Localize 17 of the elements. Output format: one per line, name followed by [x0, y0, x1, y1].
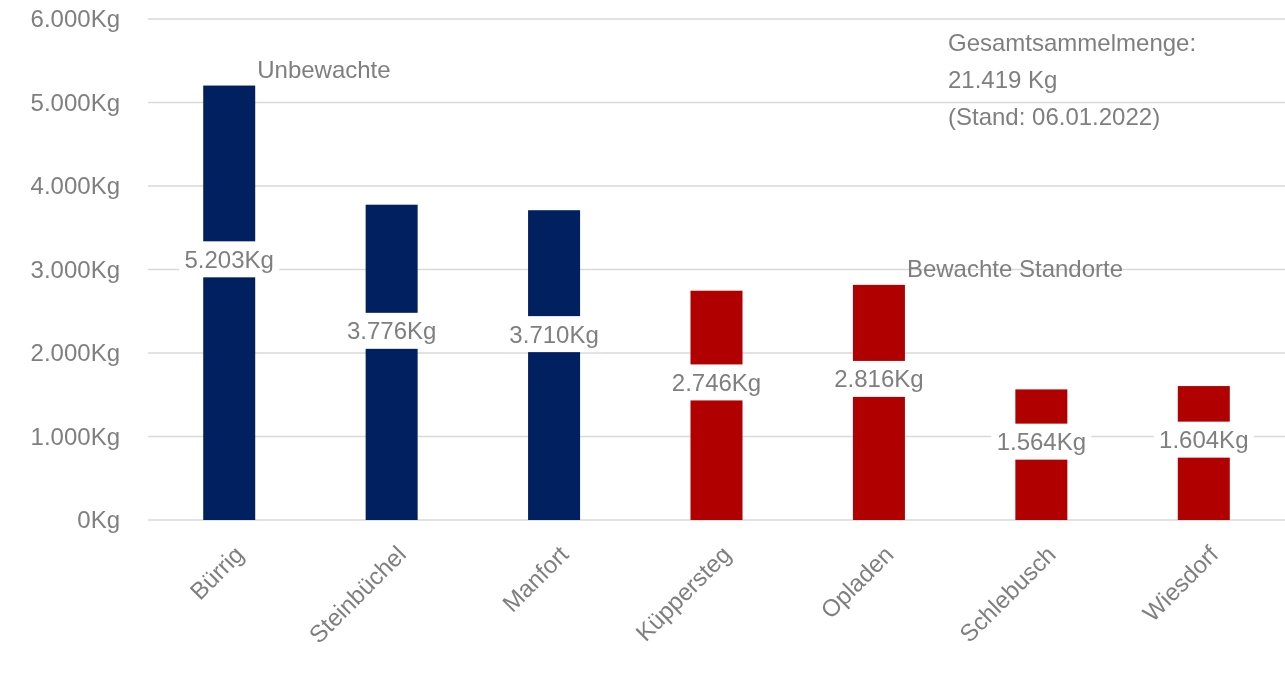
y-tick-label: 6.000Kg — [30, 5, 120, 33]
data-label: 5.203Kg — [184, 245, 274, 273]
data-label: 2.746Kg — [671, 368, 762, 396]
data-label: 1.564Kg — [996, 428, 1087, 456]
data-label: 1.604Kg — [1159, 426, 1249, 454]
y-tick-label: 0Kg — [77, 506, 120, 534]
y-tick-label: 4.000Kg — [30, 172, 120, 200]
annotation: Bewachte Standorte — [906, 254, 1124, 282]
data-label: 3.710Kg — [509, 320, 599, 348]
y-tick-label: 5.000Kg — [30, 88, 120, 116]
data-label: 3.776Kg — [346, 317, 437, 345]
data-label: 2.816Kg — [834, 365, 924, 393]
y-tick-label: 2.000Kg — [30, 339, 120, 367]
annotation: Gesamtsammelmenge: 21.419 Kg (Stand: 06.01.2022) — [948, 29, 1197, 131]
annotation: Unbewachte — [257, 55, 391, 83]
y-tick-label: 3.000Kg — [30, 255, 120, 283]
y-tick-label: 1.000Kg — [30, 422, 120, 450]
